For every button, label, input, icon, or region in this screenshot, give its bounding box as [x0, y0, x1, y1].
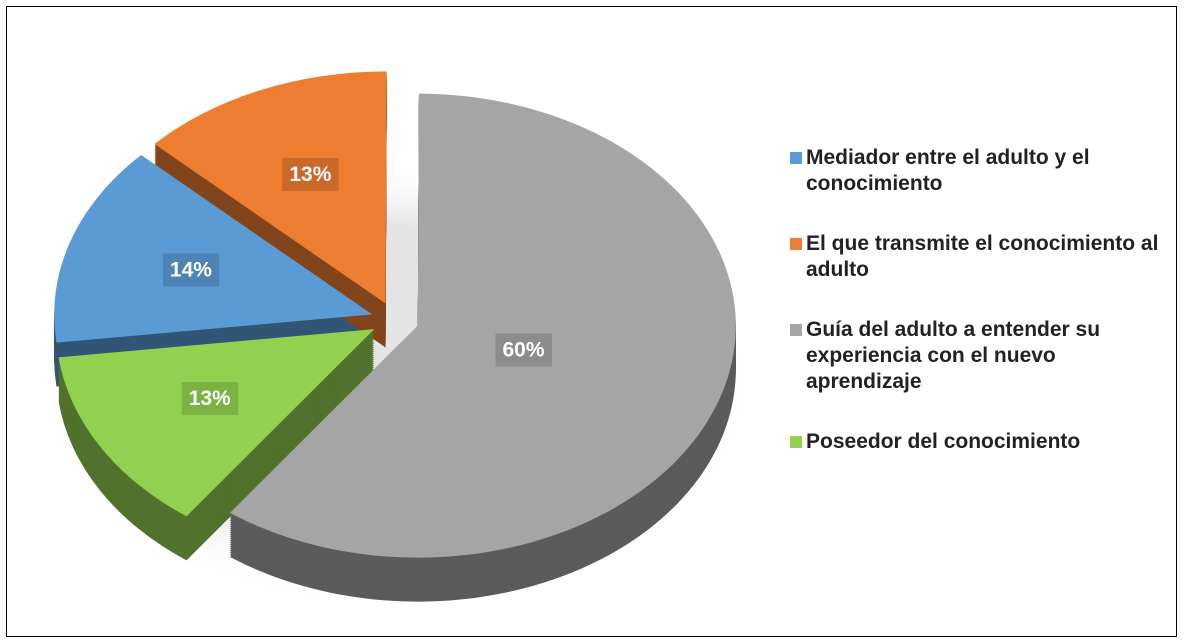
legend-label: El que transmite el conocimiento al adul…: [806, 232, 1159, 281]
data-label: 13%: [181, 382, 239, 416]
legend-label: Poseedor del conocimiento: [806, 430, 1081, 453]
legend-entry: El que transmite el conocimiento al adul…: [790, 231, 1160, 283]
slice: [54, 154, 373, 343]
legend-swatch: [790, 152, 802, 164]
slice: [154, 71, 387, 304]
legend-entry: Poseedor del conocimiento: [790, 429, 1160, 455]
data-label-text: 13%: [189, 387, 231, 410]
legend-label: Mediador entre el adulto y el conocimien…: [806, 146, 1090, 195]
legend-entry: Guía del adulto a entender su experienci…: [790, 317, 1160, 395]
legend-entry: Mediador entre el adulto y el conocimien…: [790, 145, 1160, 197]
legend-swatch: [790, 324, 802, 336]
chart-frame: [6, 6, 1177, 637]
data-label-box: [495, 333, 552, 367]
data-label: 14%: [162, 253, 220, 287]
data-label-text: 14%: [170, 258, 212, 281]
data-label-text: 60%: [503, 339, 545, 362]
data-label: 13%: [282, 158, 339, 192]
data-label-box: [282, 158, 339, 192]
legend-swatch: [790, 238, 802, 250]
data-label-box: [162, 253, 220, 287]
slice: [58, 329, 375, 517]
data-label: 60%: [495, 333, 552, 367]
data-label-text: 13%: [289, 163, 331, 186]
slice: [229, 93, 736, 558]
legend-swatch: [790, 436, 802, 448]
legend: Mediador entre el adulto y el conocimien…: [790, 145, 1160, 489]
legend-label: Guía del adulto a entender su experienci…: [806, 318, 1101, 393]
data-label-box: [181, 382, 239, 416]
